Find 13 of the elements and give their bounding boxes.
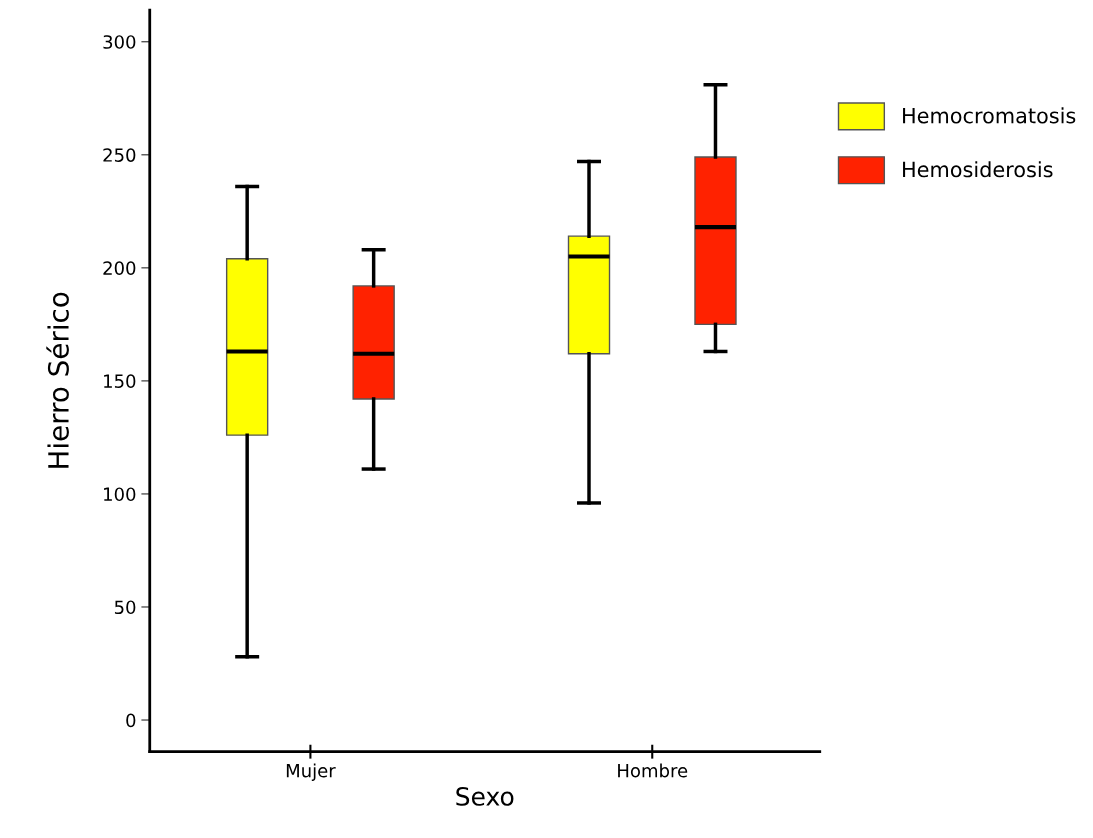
legend-label: Hemosiderosis [903,161,1053,178]
x-tick-label: Hombre [618,763,688,778]
y-tick-label: 250 [103,148,136,162]
y-axis-title: Hierro Sérico [46,292,69,468]
y-tick-label: 50 [114,600,136,615]
y-tick-label: 300 [103,35,136,49]
legend-label: Hemocromatosis [903,107,1076,124]
y-tick-label: 0 [126,713,136,728]
y-tick-label: 200 [103,261,136,275]
y-tick-label: 100 [104,487,136,502]
y-tick-label: 150 [104,374,136,388]
x-axis-title: Sexo [456,786,514,806]
x-tick-label: Mujer [286,763,336,781]
